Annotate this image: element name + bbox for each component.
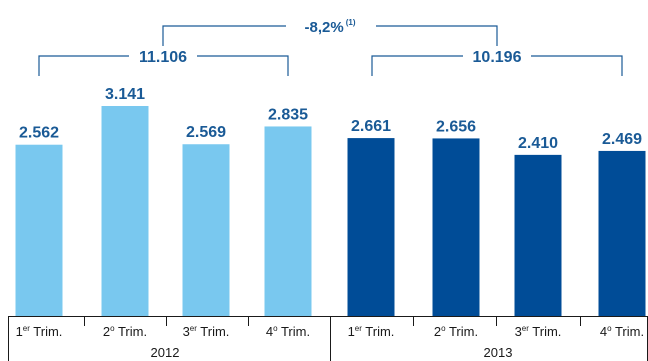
tick-superscript: er (190, 324, 197, 333)
x-tick-label: 1er Trim. (348, 324, 395, 339)
tick-trim: Trim. (529, 324, 562, 339)
x-tick-label: 2o Trim. (434, 324, 478, 339)
variation-note: (1) (346, 18, 356, 27)
tick-number: 3 (515, 324, 522, 339)
bar-value-label: 2.569 (186, 124, 226, 141)
bar-2 (101, 106, 149, 316)
bar-value-label: 2.562 (19, 125, 59, 142)
tick-number: 3 (183, 324, 190, 339)
tick-superscript: er (23, 324, 30, 333)
x-tick-label: 4o Trim. (600, 324, 644, 339)
tick-superscript: o (273, 324, 278, 333)
bar-8 (598, 150, 646, 316)
year-total-label: 11.106 (139, 49, 187, 66)
x-tick-label: 3er Trim. (515, 324, 562, 339)
year-label: 2013 (484, 345, 513, 360)
tick-superscript: o (110, 324, 115, 333)
tick-trim: Trim. (30, 324, 63, 339)
x-tick-label: 1er Trim. (16, 324, 63, 339)
tick-superscript: o (607, 324, 612, 333)
tick-trim: Trim. (278, 324, 311, 339)
x-tick-label: 2o Trim. (103, 324, 147, 339)
bar-7 (514, 154, 562, 316)
x-tick-label: 3er Trim. (183, 324, 230, 339)
tick-superscript: o (441, 324, 446, 333)
variation-bracket (162, 25, 498, 46)
tick-number: 4 (600, 324, 607, 339)
tick-superscript: er (522, 324, 529, 333)
bar-4 (264, 126, 312, 316)
bar-value-label: 2.410 (518, 135, 558, 152)
tick-trim: Trim. (197, 324, 230, 339)
year-total-bracket (38, 55, 289, 76)
tick-trim: Trim. (446, 324, 479, 339)
year-total-label: 10.196 (473, 49, 522, 66)
year-label: 2012 (151, 345, 180, 360)
bar-value-label: 2.656 (436, 118, 476, 135)
tick-trim: Trim. (115, 324, 148, 339)
bar-6 (432, 138, 480, 316)
tick-trim: Trim. (362, 324, 395, 339)
bar-value-label: 2.835 (268, 106, 308, 123)
x-tick-label: 4o Trim. (266, 324, 310, 339)
tick-number: 4 (266, 324, 273, 339)
year-total-bracket (371, 55, 623, 76)
tick-number: 2 (103, 324, 110, 339)
tick-number: 2 (434, 324, 441, 339)
variation-label: -8,2% (1) (305, 18, 356, 36)
bar-value-label: 3.141 (105, 86, 145, 103)
variation-value: -8,2% (305, 19, 344, 36)
tick-trim: Trim. (612, 324, 645, 339)
tick-number: 1 (16, 324, 23, 339)
bar-3 (182, 144, 230, 316)
bar-value-label: 2.661 (351, 118, 391, 135)
tick-superscript: er (355, 324, 362, 333)
tick-number: 1 (348, 324, 355, 339)
bar-value-label: 2.469 (602, 131, 642, 148)
bar-1 (15, 144, 63, 316)
bar-5 (347, 138, 395, 316)
